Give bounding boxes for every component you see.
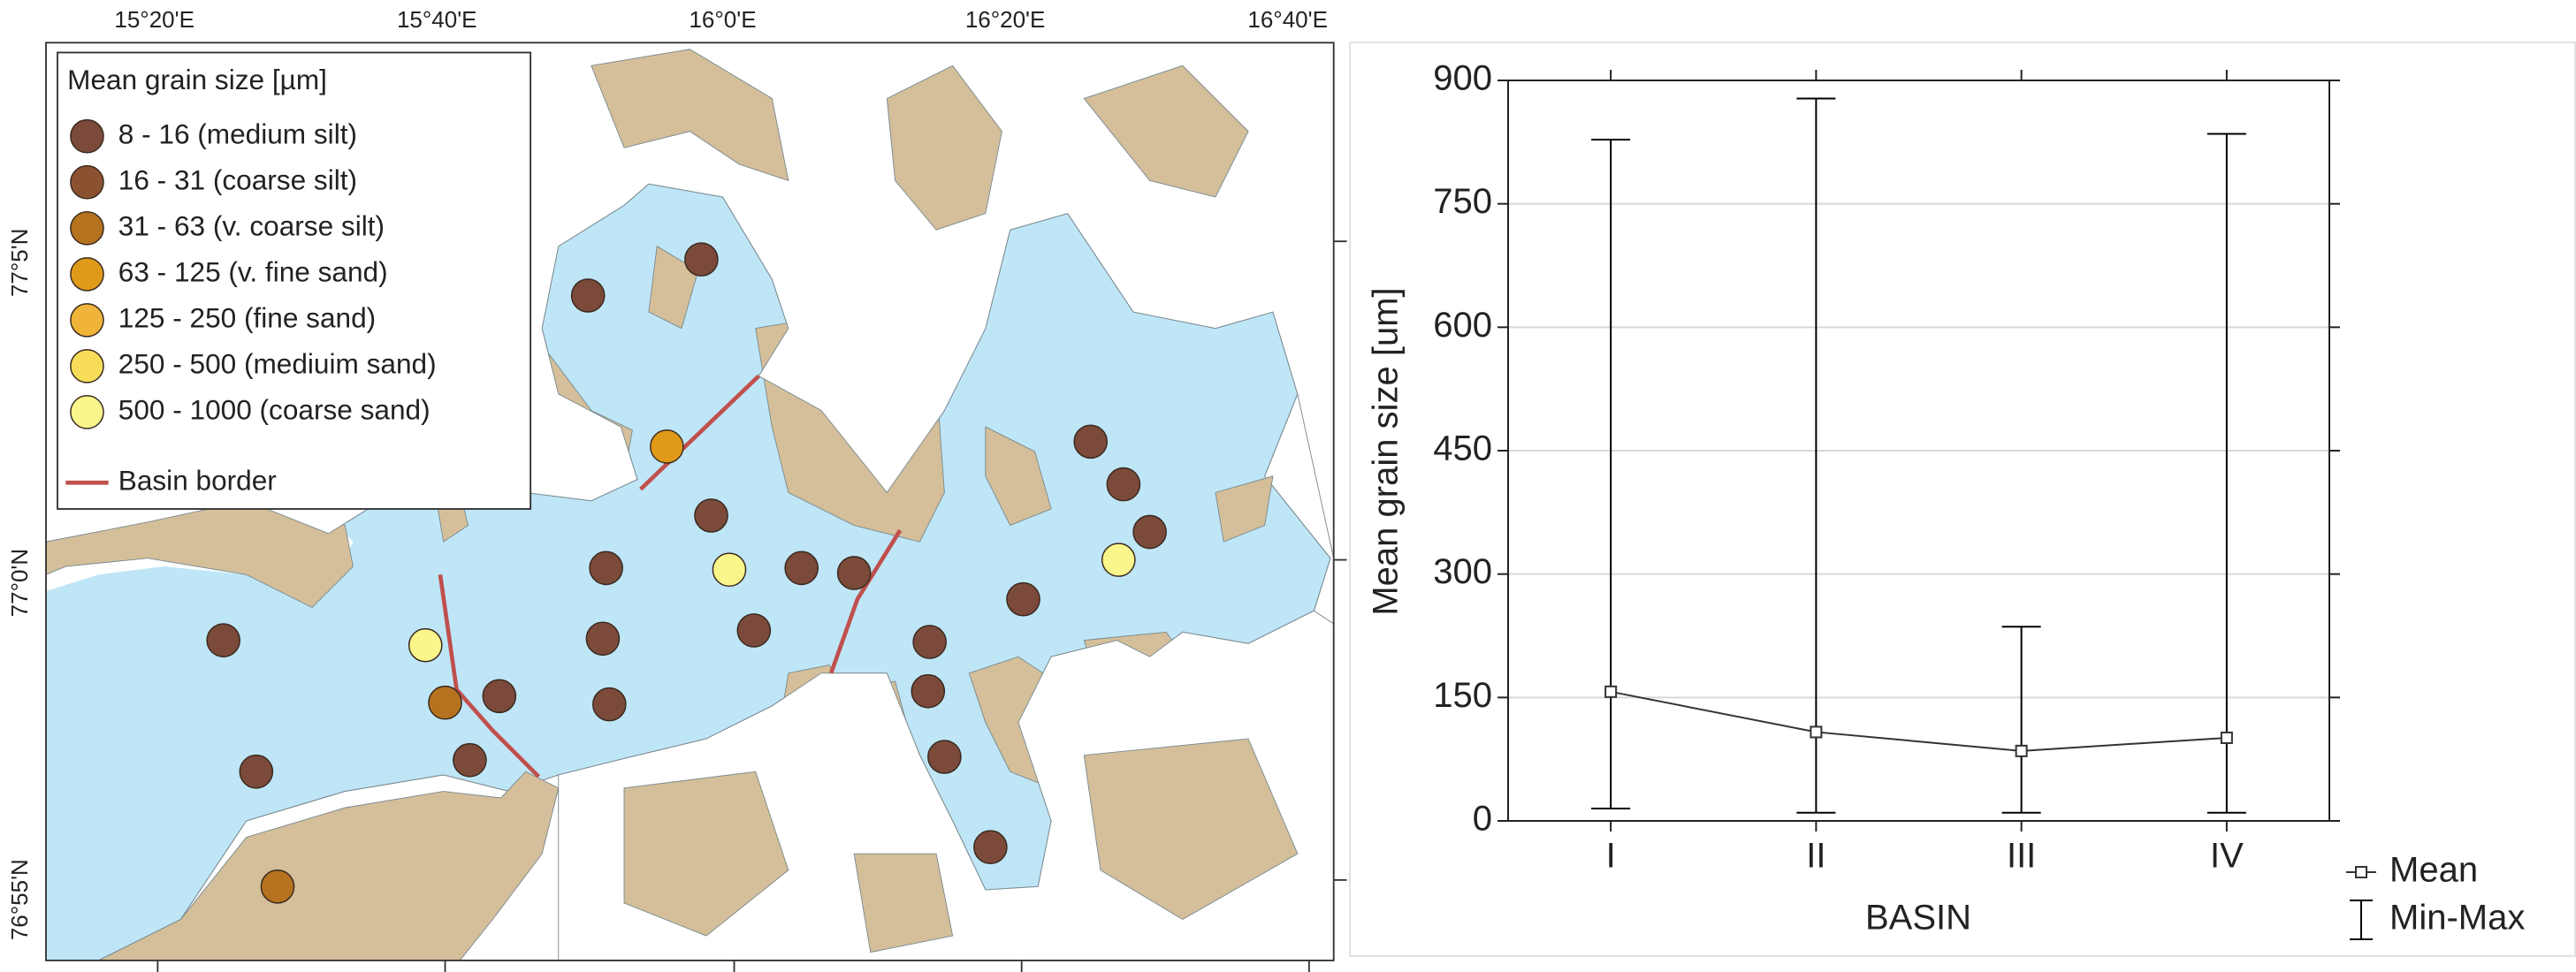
y-tick-label: 750 — [1433, 182, 1492, 221]
legend-marker — [2350, 900, 2373, 940]
map: 15°20'E 15°40'E 16°0'E 16°20'E 16°40'E 7… — [6, 6, 1347, 972]
lon-label: 15°40'E — [397, 6, 477, 33]
mean-marker — [1604, 685, 1618, 698]
map-frame — [45, 42, 1335, 961]
sample-point — [585, 621, 621, 657]
y-tick-label: 150 — [1433, 676, 1492, 715]
legend-marker — [70, 302, 104, 338]
lat-label: 77°0'N — [6, 549, 33, 618]
y-tick-label: 450 — [1433, 429, 1492, 468]
sample-point — [736, 613, 772, 648]
basin-border — [438, 374, 903, 778]
sample-point — [1073, 424, 1109, 459]
legend-label: Min-Max — [2389, 899, 2525, 938]
sample-point — [973, 830, 1008, 865]
sample-point — [927, 740, 962, 774]
sample-point — [1006, 581, 1040, 617]
mean-marker — [2015, 744, 2028, 757]
sample-point — [650, 429, 684, 464]
lat-label: 76°55'N — [6, 859, 33, 940]
legend-label: 500 - 1000 (coarse sand) — [118, 394, 431, 426]
y-tick-label: 0 — [1473, 800, 1492, 839]
legend-label: 31 - 63 (v. coarse silt) — [118, 210, 385, 242]
sample-point — [1101, 543, 1136, 577]
sample-point — [482, 679, 517, 714]
x-tick-label: III — [2007, 837, 2036, 876]
legend-marker — [70, 210, 104, 246]
sample-points — [206, 242, 1167, 904]
y-tick-label: 900 — [1433, 59, 1492, 98]
error-bar — [2206, 133, 2246, 814]
lon-label: 16°40'E — [1247, 6, 1328, 33]
legend-marker — [70, 256, 104, 292]
sample-point — [684, 242, 719, 277]
sample-point — [453, 742, 487, 778]
mean-marker — [1810, 725, 1823, 739]
sample-point — [239, 754, 274, 789]
sample-point — [784, 551, 819, 586]
legend-label: Mean — [2389, 851, 2478, 890]
lat-label: 77°5'N — [6, 229, 33, 298]
sample-point — [591, 687, 627, 722]
legend-label: Basin border — [118, 465, 277, 497]
legend-label: 250 - 500 (mediuim sand) — [118, 348, 437, 380]
map-legend: Mean grain size [µm] Basin border 8 - 16… — [57, 51, 532, 510]
sample-point — [570, 278, 606, 313]
legend-label: 63 - 125 (v. fine sand) — [118, 256, 388, 288]
error-bar — [1591, 139, 1631, 810]
mean-marker — [2220, 731, 2233, 744]
sample-point — [408, 627, 443, 663]
error-bar — [2001, 626, 2041, 814]
legend-title: Mean grain size [µm] — [67, 64, 327, 95]
lon-label: 16°20'E — [965, 6, 1046, 33]
y-tick-label: 300 — [1433, 552, 1492, 591]
legend-marker — [70, 118, 104, 154]
legend-marker — [70, 349, 104, 383]
graticule-ticks — [156, 240, 1347, 972]
legend-marker — [70, 395, 104, 429]
sample-point — [694, 498, 728, 533]
sample-point — [836, 556, 872, 590]
legend-label: 16 - 31 (coarse silt) — [118, 164, 357, 196]
sample-point — [260, 869, 295, 904]
y-tick-label: 600 — [1433, 306, 1492, 345]
sample-point — [1132, 514, 1167, 550]
y-axis-label: Mean grain size [um] — [1367, 287, 1406, 615]
legend-marker — [2355, 866, 2367, 878]
error-bar — [1796, 97, 1836, 814]
sample-point — [712, 552, 747, 588]
sample-point — [589, 551, 623, 586]
x-axis-label: BASIN — [1865, 899, 1971, 938]
lon-label: 15°20'E — [114, 6, 194, 33]
x-tick-label: IV — [2210, 837, 2244, 876]
sample-point — [428, 685, 462, 720]
x-tick-label: II — [1806, 837, 1825, 876]
x-tick-label: I — [1606, 837, 1616, 876]
legend-label: 125 - 250 (fine sand) — [118, 302, 376, 334]
chart-frame — [1349, 42, 2576, 957]
sample-point — [912, 625, 947, 659]
legend-label: 8 - 16 (medium silt) — [118, 118, 357, 150]
legend-box — [57, 51, 532, 510]
plot-frame — [1507, 80, 2330, 822]
sample-point — [911, 673, 946, 709]
legend-marker — [70, 164, 104, 200]
lon-label: 16°0'E — [689, 6, 756, 33]
sample-point — [206, 623, 241, 657]
sample-point — [1106, 467, 1141, 502]
mean-line — [1610, 690, 2227, 752]
